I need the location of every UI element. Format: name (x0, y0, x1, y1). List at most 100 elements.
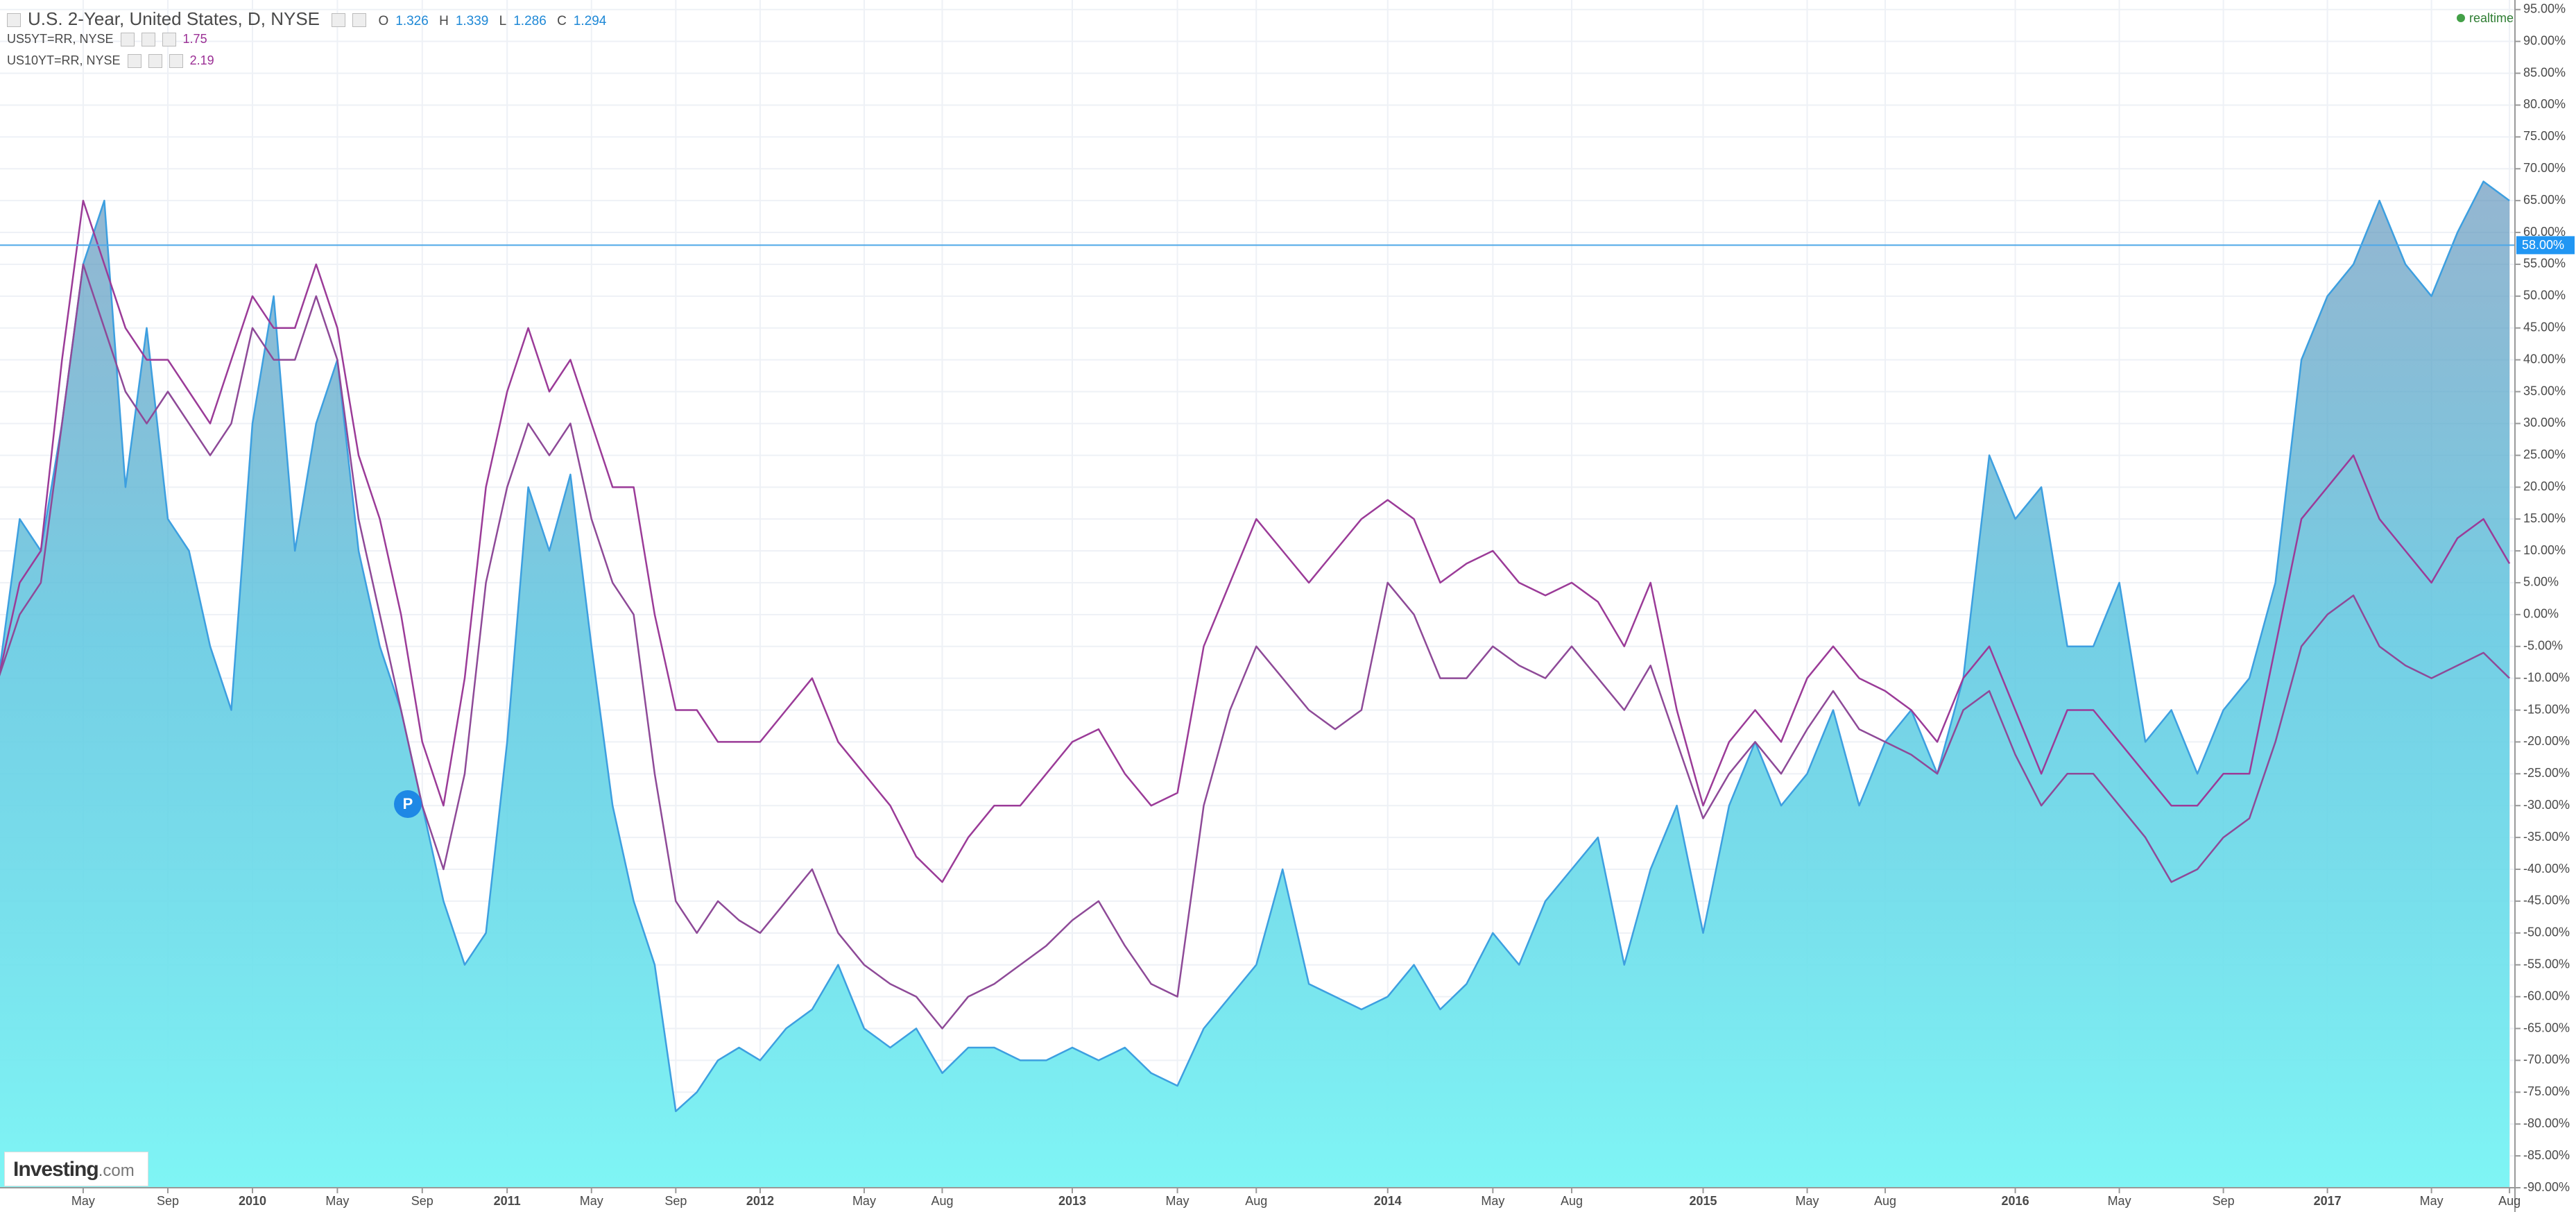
y-tick-label: -50.00% (2523, 925, 2570, 939)
x-tick-label: Aug (1561, 1194, 1583, 1208)
x-tick-label: Aug (1245, 1194, 1267, 1208)
series-line (0, 263, 2510, 1030)
ohlc-label: L (499, 14, 507, 28)
series-line (0, 199, 2511, 883)
x-tick-label: May (71, 1194, 95, 1208)
ohlc-label: O (378, 14, 389, 28)
y-tick-label: 40.00% (2523, 352, 2566, 366)
x-tick-label: 2011 (494, 1194, 521, 1208)
ohlc-value: 1.286 (513, 14, 547, 28)
area-line (0, 180, 2510, 1113)
y-tick-label: -70.00% (2523, 1052, 2570, 1066)
x-tick-label: Sep (2213, 1194, 2235, 1208)
legend-value: 1.75 (182, 32, 207, 46)
y-tick-label: 85.00% (2523, 65, 2566, 79)
ohlc: O 1.326 H 1.339 L 1.286 C 1.294 (378, 14, 613, 28)
x-tick-label: Aug (1874, 1194, 1896, 1208)
y-tick-label: 0.00% (2523, 607, 2559, 621)
y-tick-label: -30.00% (2523, 798, 2570, 812)
logo-suffix: .com (98, 1161, 135, 1180)
y-tick-label: -35.00% (2523, 830, 2570, 844)
y-tick-label: -65.00% (2523, 1021, 2570, 1034)
y-tick-label: -20.00% (2523, 734, 2570, 748)
ohlc-value: 1.294 (573, 14, 607, 28)
legend-entry[interactable]: US10YT=RR, NYSE 2.19 (7, 53, 221, 69)
y-tick-label: 80.00% (2523, 97, 2566, 111)
ohlc-value: 1.326 (395, 14, 429, 28)
y-tick-label: 25.00% (2523, 447, 2566, 461)
logo: Investing.com (4, 1152, 148, 1186)
x-tick-label: May (852, 1194, 876, 1208)
y-tick-label: -25.00% (2523, 766, 2570, 780)
ohlc-value: 1.339 (455, 14, 489, 28)
y-tick-label: -15.00% (2523, 702, 2570, 716)
legend-icon[interactable] (127, 54, 141, 69)
x-tick-label: May (580, 1194, 603, 1208)
header: U.S. 2-Year, United States, D, NYSE O 1.3… (7, 8, 620, 30)
y-tick-label: -75.00% (2523, 1084, 2570, 1098)
legend-label: US10YT=RR, NYSE (7, 53, 121, 67)
marker-label: P (403, 795, 413, 812)
hide-icon[interactable] (352, 13, 367, 28)
x-tick-label: 2014 (1374, 1194, 1402, 1208)
price-label-box (2516, 236, 2575, 255)
x-tick-label: 2016 (2002, 1194, 2029, 1208)
y-tick-label: -45.00% (2523, 894, 2570, 907)
legend-icon[interactable] (148, 54, 162, 69)
realtime-status: realtime (2457, 11, 2514, 26)
y-tick-label: -90.00% (2523, 1180, 2570, 1194)
x-tick-label: 2015 (1690, 1194, 1717, 1208)
x-tick-label: Aug (2498, 1194, 2521, 1208)
y-tick-label: 75.00% (2523, 129, 2566, 143)
x-tick-label: 2017 (2314, 1194, 2342, 1208)
y-tick-label: 65.00% (2523, 193, 2566, 207)
plot (0, 180, 2515, 1188)
y-tick-label: 55.00% (2523, 257, 2566, 271)
x-tick-label: May (2420, 1194, 2444, 1208)
x-tick-label: 2013 (1058, 1194, 1086, 1208)
collapse-icon[interactable] (7, 13, 21, 28)
x-tick-label: Sep (411, 1194, 433, 1208)
y-tick-label: -80.00% (2523, 1116, 2570, 1130)
pilot-marker: P (394, 790, 422, 818)
ohlc-label: H (439, 14, 449, 28)
x-tick-label: May (1166, 1194, 1190, 1208)
y-tick-label: 30.00% (2523, 416, 2566, 429)
legend-label: US5YT=RR, NYSE (7, 32, 114, 46)
y-tick-label: 20.00% (2523, 479, 2566, 493)
x-tick-label: May (325, 1194, 349, 1208)
marker-dot (394, 790, 422, 818)
legend-icon[interactable] (120, 33, 135, 47)
legend-entry[interactable]: US5YT=RR, NYSE 1.75 (7, 32, 214, 47)
legend-icon[interactable] (162, 33, 176, 47)
legend-icon[interactable] (141, 33, 155, 47)
legend-icon[interactable] (169, 54, 183, 69)
y-tick-label: 45.00% (2523, 321, 2566, 334)
y-tick-label: -40.00% (2523, 862, 2570, 876)
x-tick-label: May (2108, 1194, 2131, 1208)
price-label: 58.00% (2522, 238, 2564, 252)
y-tick-label: 70.00% (2523, 161, 2566, 175)
x-tick-label: Aug (931, 1194, 953, 1208)
logo-name: Investing (13, 1158, 99, 1181)
x-tick-label: 2012 (746, 1194, 774, 1208)
y-tick-label: -5.00% (2523, 638, 2563, 652)
x-tick-label: Sep (157, 1194, 179, 1208)
chart-title: U.S. 2-Year, United States, D, NYSE (28, 8, 320, 29)
y-tick-label: -55.00% (2523, 957, 2570, 971)
x-tick-label: 2010 (239, 1194, 266, 1208)
y-tick-label: 50.00% (2523, 289, 2566, 302)
y-tick-label: -60.00% (2523, 989, 2570, 1002)
x-tick-label: May (1481, 1194, 1504, 1208)
ohlc-label: C (557, 14, 567, 28)
settings-icon[interactable] (332, 13, 346, 28)
y-tick-label: 95.00% (2523, 2, 2566, 16)
y-tick-label: 35.00% (2523, 384, 2566, 398)
y-tick-label: 90.00% (2523, 33, 2566, 47)
y-tick-label: 60.00% (2523, 225, 2566, 239)
y-tick-label: 5.00% (2523, 575, 2559, 589)
x-tick-label: May (1796, 1194, 1819, 1208)
x-tick-label: Sep (664, 1194, 687, 1208)
